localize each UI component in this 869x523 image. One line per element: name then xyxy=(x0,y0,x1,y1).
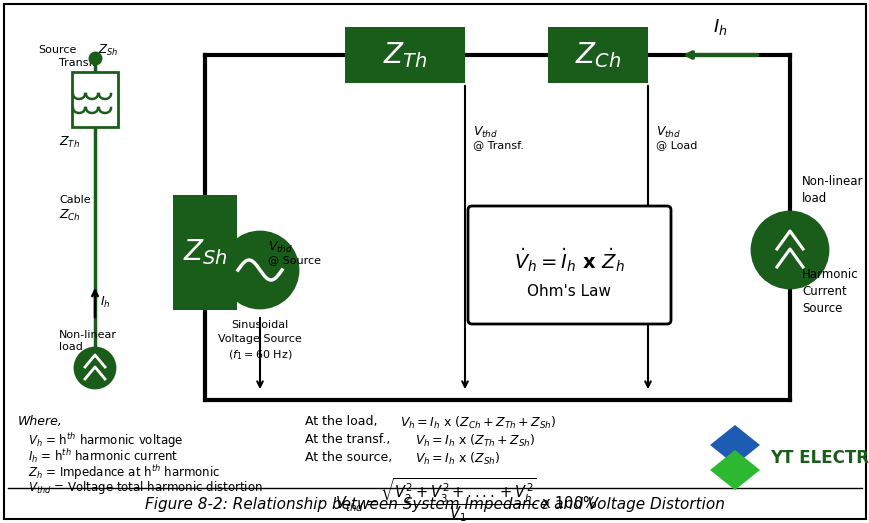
Text: $V_h = I_h$ x $(Z_{Ch} + Z_{Th} + Z_{Sh})$: $V_h = I_h$ x $(Z_{Ch} + Z_{Th} + Z_{Sh}… xyxy=(400,415,556,431)
Circle shape xyxy=(751,212,827,288)
Text: Transf.: Transf. xyxy=(59,58,96,68)
Text: $V_{thd}$ = Voltage total harmonic distortion: $V_{thd}$ = Voltage total harmonic disto… xyxy=(28,479,262,496)
FancyBboxPatch shape xyxy=(468,206,670,324)
Text: $V_{thd}$: $V_{thd}$ xyxy=(268,240,293,255)
Text: At the load,: At the load, xyxy=(305,415,377,428)
Text: Non-linear
load: Non-linear load xyxy=(801,175,863,205)
Text: $V_{thd}$: $V_{thd}$ xyxy=(473,125,498,140)
Text: Where,: Where, xyxy=(18,415,63,428)
Text: Non-linear: Non-linear xyxy=(59,330,116,340)
Text: $I_h$: $I_h$ xyxy=(100,294,110,310)
Text: @ Source: @ Source xyxy=(268,255,321,265)
Text: Figure 8-2: Relationship between System Impedance and Voltage Distortion: Figure 8-2: Relationship between System … xyxy=(145,497,724,513)
Polygon shape xyxy=(709,450,760,490)
Text: Source: Source xyxy=(38,45,77,55)
Text: Sinusoidal
Voltage Source
$(f_1 = 60$ Hz$)$: Sinusoidal Voltage Source $(f_1 = 60$ Hz… xyxy=(218,320,302,362)
Circle shape xyxy=(75,348,115,388)
Polygon shape xyxy=(709,425,760,465)
Text: $V_h = I_h$ x $(Z_{Sh})$: $V_h = I_h$ x $(Z_{Sh})$ xyxy=(415,451,500,467)
Bar xyxy=(345,27,464,83)
Text: $I_h$ = h$^{th}$ harmonic current: $I_h$ = h$^{th}$ harmonic current xyxy=(28,447,178,465)
Text: $Z_{Ch}$: $Z_{Ch}$ xyxy=(574,40,620,70)
Text: $Z_{Th}$: $Z_{Th}$ xyxy=(59,135,80,150)
Text: $V_h$ = h$^{th}$ harmonic voltage: $V_h$ = h$^{th}$ harmonic voltage xyxy=(28,431,183,450)
Text: At the source,: At the source, xyxy=(305,451,392,464)
Text: @ Transf.: @ Transf. xyxy=(473,140,523,150)
Text: $Z_h$ = Impedance at h$^{th}$ harmonic: $Z_h$ = Impedance at h$^{th}$ harmonic xyxy=(28,463,220,482)
Text: @ Load: @ Load xyxy=(655,140,697,150)
Text: $Z_{Sh}$: $Z_{Sh}$ xyxy=(182,237,227,267)
Text: $V_h = I_h$ x $(Z_{Th} + Z_{Sh})$: $V_h = I_h$ x $(Z_{Th} + Z_{Sh})$ xyxy=(415,433,535,449)
Text: $Z_{Th}$: $Z_{Th}$ xyxy=(382,40,427,70)
Text: $I_h$: $I_h$ xyxy=(712,17,726,37)
Text: $\dot{V}_h = \dot{I}_h$ x $\dot{Z}_h$: $\dot{V}_h = \dot{I}_h$ x $\dot{Z}_h$ xyxy=(514,246,625,274)
Bar xyxy=(547,27,647,83)
Text: Harmonic
Current
Source: Harmonic Current Source xyxy=(801,268,858,315)
Text: At the transf.,: At the transf., xyxy=(305,433,390,446)
Bar xyxy=(72,72,118,127)
Text: $V_{thd}$: $V_{thd}$ xyxy=(655,125,680,140)
Text: Cable: Cable xyxy=(59,195,90,205)
Bar xyxy=(173,195,236,310)
Text: YT ELECTRIC: YT ELECTRIC xyxy=(769,449,869,467)
Text: Ohm's Law: Ohm's Law xyxy=(527,285,611,300)
Text: $V_{thd} = \dfrac{\sqrt{V_2^2 + V_3^2 + .... + V_h^2}}{V_1}$ x 100%: $V_{thd} = \dfrac{\sqrt{V_2^2 + V_3^2 + … xyxy=(335,477,597,523)
Text: load: load xyxy=(59,342,83,352)
Text: $Z_{Ch}$: $Z_{Ch}$ xyxy=(59,208,81,223)
Circle shape xyxy=(222,232,298,308)
Text: $Z_{Sh}$: $Z_{Sh}$ xyxy=(98,42,118,58)
